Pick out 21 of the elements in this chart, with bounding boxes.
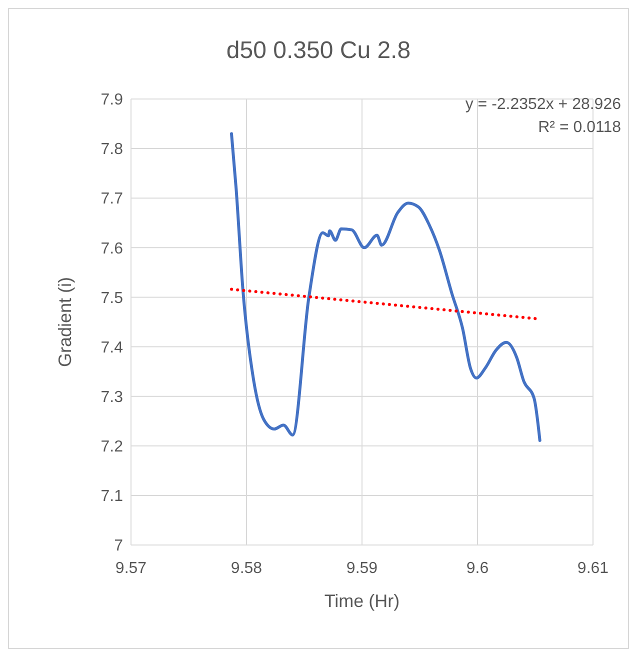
x-tick-label: 9.61 bbox=[577, 560, 609, 577]
y-tick-label: 7.5 bbox=[100, 290, 124, 307]
y-axis-title: Gradient (i) bbox=[55, 276, 75, 368]
x-tick-label: 9.57 bbox=[115, 560, 147, 577]
x-tick-label: 9.58 bbox=[230, 560, 262, 577]
y-tick-label: 7.8 bbox=[100, 141, 124, 158]
annotation: y = -2.2352x + 28.926 bbox=[465, 96, 622, 113]
chart-title: d50 0.350 Cu 2.8 bbox=[226, 37, 411, 64]
x-tick-label: 9.59 bbox=[346, 560, 378, 577]
annotation: R² = 0.0118 bbox=[538, 119, 622, 136]
x-axis-title: Time (Hr) bbox=[324, 591, 400, 611]
y-tick-label: 7.4 bbox=[100, 339, 124, 356]
x-tick-label: 9.6 bbox=[466, 560, 489, 577]
line-series bbox=[230, 132, 542, 442]
y-tick-label: 7.7 bbox=[100, 190, 124, 208]
y-tick-label: 7.2 bbox=[100, 438, 124, 456]
y-tick-label: 7 bbox=[114, 538, 124, 555]
y-tick-label: 7.3 bbox=[100, 388, 124, 406]
y-tick-label: 7.9 bbox=[100, 92, 124, 109]
y-tick-label: 7.1 bbox=[100, 488, 124, 506]
y-tick-label: 7.6 bbox=[100, 240, 124, 258]
